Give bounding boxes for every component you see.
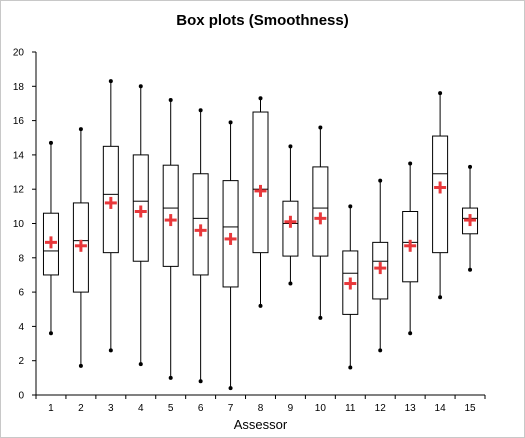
max-point [198, 108, 203, 113]
min-point [258, 303, 263, 308]
y-tick-label: 8 [18, 253, 24, 264]
min-point [438, 295, 443, 300]
max-point [108, 79, 113, 84]
x-tick-label: 8 [258, 403, 264, 414]
y-tick-label: 14 [13, 150, 25, 161]
x-tick-label: 7 [228, 403, 234, 414]
min-point [168, 375, 173, 380]
max-point [288, 144, 293, 149]
x-axis-title: Assessor [234, 417, 288, 432]
min-point [288, 281, 293, 286]
max-point [438, 91, 443, 96]
max-point [408, 161, 413, 166]
min-point [108, 348, 113, 353]
y-tick-label: 18 [13, 82, 25, 93]
x-tick-label: 1 [48, 403, 54, 414]
max-point [378, 178, 383, 183]
box-iqr [252, 111, 269, 254]
max-point [258, 96, 263, 101]
x-tick-label: 2 [78, 403, 84, 414]
max-point [318, 125, 323, 130]
x-tick-label: 10 [315, 403, 327, 414]
x-tick-label: 13 [405, 403, 417, 414]
min-point [228, 386, 233, 391]
max-point [168, 98, 173, 103]
max-point [78, 127, 83, 132]
y-tick-label: 6 [18, 288, 24, 299]
box-iqr [432, 135, 449, 254]
x-tick-label: 3 [108, 403, 114, 414]
min-point [138, 362, 143, 367]
chart-title: Box plots (Smoothness) [176, 12, 349, 29]
y-tick-label: 4 [18, 322, 24, 333]
min-point [408, 331, 413, 336]
max-point [228, 120, 233, 125]
max-point [348, 204, 353, 209]
x-tick-label: 14 [435, 403, 447, 414]
max-point [138, 84, 143, 89]
box-iqr [312, 166, 329, 257]
y-tick-label: 20 [13, 48, 25, 59]
max-point [468, 164, 473, 169]
x-tick-label: 9 [288, 403, 294, 414]
box-iqr [192, 173, 209, 276]
min-point [378, 348, 383, 353]
x-tick-label: 11 [345, 403, 356, 414]
x-tick-label: 5 [168, 403, 174, 414]
min-point [318, 315, 323, 320]
min-point [78, 363, 83, 368]
y-tick-label: 0 [18, 391, 24, 402]
x-tick-label: 6 [198, 403, 204, 414]
y-tick-label: 2 [18, 356, 24, 367]
min-point [468, 267, 473, 272]
y-tick-label: 12 [13, 185, 25, 196]
max-point [48, 140, 53, 145]
x-tick-label: 4 [138, 403, 144, 414]
box-iqr [282, 200, 299, 257]
x-tick-label: 12 [375, 403, 387, 414]
y-tick-label: 16 [13, 116, 25, 127]
x-tick-label: 15 [464, 403, 476, 414]
min-point [348, 365, 353, 370]
min-point [48, 331, 53, 336]
min-point [198, 379, 203, 384]
y-tick-label: 10 [13, 219, 25, 230]
